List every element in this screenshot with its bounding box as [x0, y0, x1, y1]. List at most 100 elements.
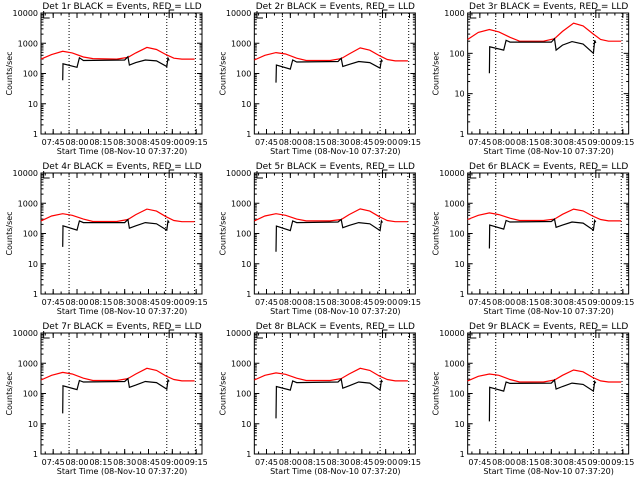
x-tick-label: 07:45 — [255, 138, 278, 147]
y-tick-label: 10 — [28, 260, 38, 269]
x-tick-label: 08:00 — [279, 298, 302, 307]
lld-series-line — [467, 208, 622, 222]
y-tick-label: 10000 — [13, 169, 38, 178]
x-tick-label: 09:00 — [374, 298, 397, 307]
events-series-line — [62, 377, 170, 414]
plot-frame — [467, 12, 630, 135]
y-axis-title: Counts/sec — [432, 51, 441, 95]
x-tick-label: 07:45 — [255, 298, 278, 307]
x-tick-label: 08:45 — [564, 458, 587, 467]
x-axis-title: Start Time (08-Nov-10 07:37:20) — [483, 307, 613, 316]
events-series-line — [275, 56, 383, 83]
plot-frame — [40, 12, 203, 135]
panel-det-5: Det 5r BLACK = Events, RED = LLD 1 10 100 10… — [218, 162, 421, 316]
x-tick-label: 09:00 — [161, 138, 184, 147]
events-series-line — [62, 55, 170, 81]
y-tick-label: 1 — [460, 450, 465, 459]
y-tick-label: 10000 — [13, 329, 38, 338]
lld-series-line — [40, 208, 195, 223]
y-tick-label: 10000 — [13, 9, 38, 18]
off-scale-marker — [469, 11, 477, 19]
y-tick-label: 100 — [236, 70, 251, 79]
panel-title: Det 7r BLACK = Events, RED = LLD — [42, 322, 201, 332]
x-tick-label: 08:45 — [350, 458, 373, 467]
y-tick-label: 100 — [236, 390, 251, 399]
x-tick-label: 08:45 — [564, 298, 587, 307]
panel-title: Det 9r BLACK = Events, RED = LLD — [469, 322, 628, 332]
x-tick-label: 08:30 — [113, 458, 136, 467]
x-tick-label: 08:45 — [137, 138, 160, 147]
events-series-line — [275, 377, 383, 419]
y-tick-label: 100 — [449, 230, 464, 239]
y-tick-label: 10 — [454, 420, 464, 429]
y-tick-label: 100 — [449, 49, 464, 58]
x-axis-title: Start Time (08-Nov-10 07:37:20) — [483, 467, 613, 476]
y-axis-title: Counts/sec — [5, 211, 14, 255]
lld-series-line — [467, 22, 622, 42]
x-tick-label: 08:15 — [303, 298, 326, 307]
off-scale-marker — [256, 11, 263, 19]
x-tick-label: 07:45 — [42, 458, 65, 467]
panel-title: Det 1r BLACK = Events, RED = LLD — [42, 2, 201, 12]
x-tick-label: 08:45 — [350, 138, 373, 147]
panel-title: Det 6r BLACK = Events, RED = LLD — [469, 162, 628, 172]
plot-frame — [467, 172, 630, 295]
x-tick-label: 08:45 — [137, 298, 160, 307]
x-axis-title: Start Time (08-Nov-10 07:37:20) — [483, 147, 613, 156]
off-scale-marker — [469, 171, 477, 179]
y-axis-title: Counts/sec — [5, 371, 14, 415]
events-series-line — [488, 378, 597, 422]
off-scale-marker — [469, 331, 477, 339]
off-scale-marker — [595, 329, 601, 338]
y-tick-label: 1000 — [18, 39, 38, 48]
off-scale-marker — [381, 169, 388, 178]
y-tick-label: 100 — [23, 390, 38, 399]
x-axis-title: Start Time (08-Nov-10 07:37:20) — [270, 467, 400, 476]
x-tick-label: 08:00 — [65, 458, 88, 467]
x-axis-title: Start Time (08-Nov-10 07:37:20) — [270, 307, 400, 316]
y-tick-label: 100 — [449, 390, 464, 399]
off-scale-marker — [43, 171, 50, 179]
off-scale-marker — [43, 331, 50, 339]
y-tick-label: 1000 — [231, 39, 251, 48]
y-tick-label: 1 — [33, 450, 38, 459]
lld-series-line — [467, 369, 622, 383]
x-tick-label: 09:15 — [398, 458, 421, 467]
x-tick-label: 08:45 — [137, 458, 160, 467]
x-tick-label: 07:45 — [255, 458, 278, 467]
lld-series-line — [254, 208, 408, 223]
panel-det-2: Det 2r BLACK = Events, RED = LLD 1 10 100 10… — [218, 2, 421, 156]
y-tick-label: 10000 — [226, 329, 251, 338]
off-scale-marker — [168, 329, 175, 338]
x-tick-label: 09:15 — [398, 138, 421, 147]
x-tick-label: 09:00 — [161, 298, 184, 307]
x-tick-label: 09:00 — [587, 138, 610, 147]
events-series-line — [488, 218, 597, 249]
plot-frame — [253, 172, 416, 295]
y-tick-label: 10000 — [226, 169, 251, 178]
x-tick-label: 08:30 — [326, 138, 349, 147]
x-tick-label: 08:30 — [540, 458, 563, 467]
y-tick-label: 1000 — [444, 199, 464, 208]
x-tick-label: 09:15 — [611, 298, 634, 307]
x-tick-label: 08:00 — [492, 458, 515, 467]
y-tick-label: 1 — [33, 130, 38, 139]
x-axis-title: Start Time (08-Nov-10 07:37:20) — [57, 307, 187, 316]
x-tick-label: 08:45 — [564, 138, 587, 147]
lld-series-line — [40, 46, 195, 60]
x-tick-label: 09:15 — [185, 458, 208, 467]
y-tick-label: 10000 — [439, 329, 464, 338]
x-tick-label: 08:15 — [89, 298, 112, 307]
x-tick-label: 09:00 — [374, 138, 397, 147]
x-tick-label: 07:45 — [42, 138, 65, 147]
x-tick-label: 09:15 — [398, 298, 421, 307]
y-tick-label: 100 — [23, 70, 38, 79]
x-tick-label: 08:00 — [65, 138, 88, 147]
y-tick-label: 10 — [28, 100, 38, 109]
x-tick-label: 08:15 — [89, 458, 112, 467]
y-tick-label: 1000 — [231, 359, 251, 368]
y-tick-label: 10 — [241, 420, 251, 429]
x-tick-label: 08:15 — [516, 138, 539, 147]
y-axis-title: Counts/sec — [218, 211, 227, 255]
y-tick-label: 1000 — [444, 9, 464, 18]
